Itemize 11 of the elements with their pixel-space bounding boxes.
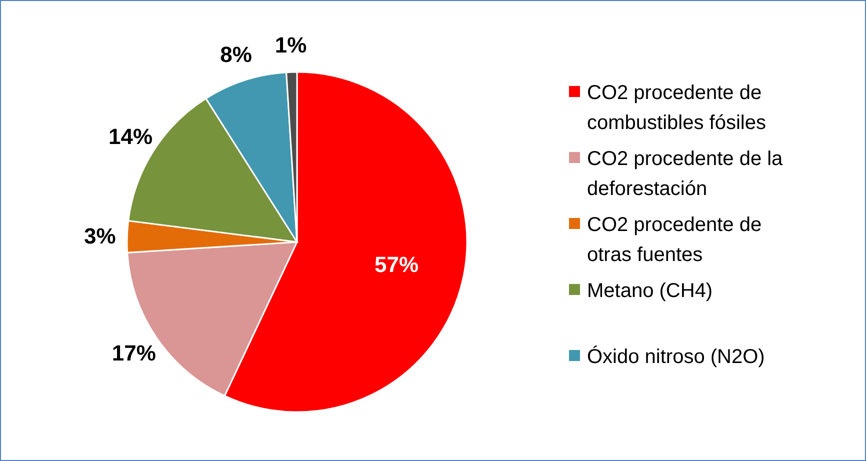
data-label: 57% bbox=[374, 252, 419, 277]
legend-label: Metano (CH4) bbox=[587, 280, 713, 302]
data-label: 8% bbox=[220, 42, 252, 68]
legend-label: Óxido nitroso (N2O) bbox=[587, 345, 765, 368]
data-label: 14% bbox=[108, 124, 153, 150]
legend-label: CO2 procedente de combustibles fósiles bbox=[587, 82, 766, 134]
data-label: 17% bbox=[112, 340, 156, 366]
data-label: 3% bbox=[84, 224, 116, 249]
data-label: 1% bbox=[274, 32, 307, 58]
legend-label: CO2 procedente de otras fuentes bbox=[587, 214, 762, 266]
legend-label: CO2 procedente de la deforestación bbox=[587, 148, 784, 200]
